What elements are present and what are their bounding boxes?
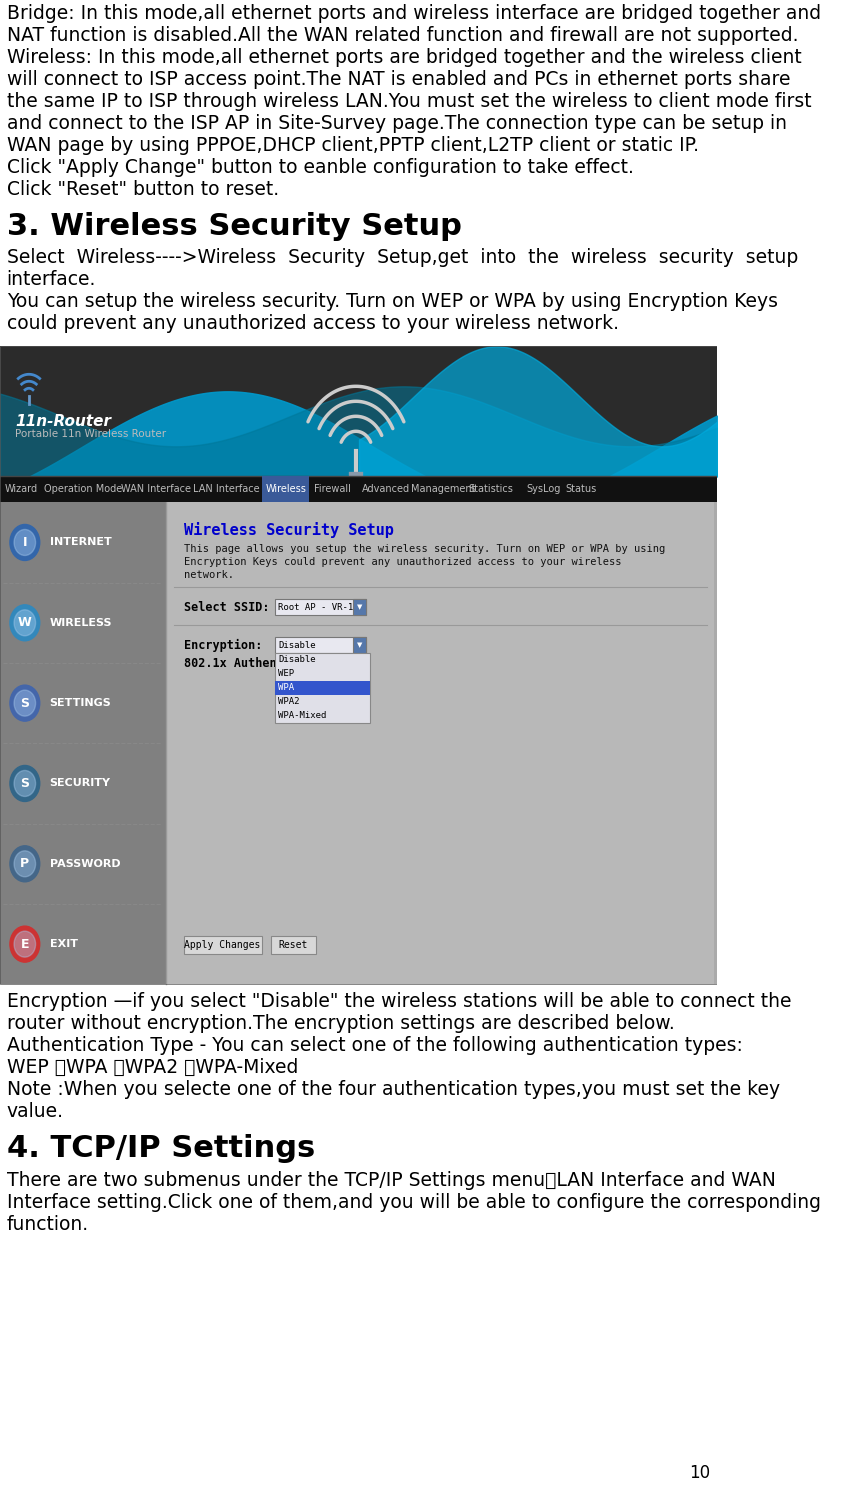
Text: WPA-Mixed: WPA-Mixed (278, 711, 326, 720)
Text: 10: 10 (689, 1465, 710, 1483)
Text: You can setup the wireless security. Turn on WEP or WPA by using Encryption Keys: You can setup the wireless security. Tur… (7, 292, 778, 311)
Text: could prevent any unauthorized access to your wireless network.: could prevent any unauthorized access to… (7, 314, 618, 334)
Text: function.: function. (7, 1214, 88, 1234)
Text: Firewall: Firewall (313, 484, 351, 495)
Text: Select  Wireless---->Wireless  Security  Setup,get  into  the  wireless  securit: Select Wireless---->Wireless Security Se… (7, 249, 798, 267)
Text: INTERNET: INTERNET (49, 538, 112, 547)
Circle shape (10, 685, 40, 721)
Text: WPA2: WPA2 (278, 697, 300, 706)
Text: Apply Changes: Apply Changes (184, 940, 261, 951)
Bar (352, 638, 365, 653)
Text: Disable: Disable (278, 656, 316, 665)
Bar (0, 346, 717, 477)
Bar (352, 599, 365, 615)
Bar (167, 502, 714, 985)
Text: WAN Interface: WAN Interface (121, 484, 191, 495)
Text: Encryption Keys could prevent any unauthorized access to your wireless: Encryption Keys could prevent any unauth… (184, 557, 621, 568)
Text: Click "Reset" button to reset.: Click "Reset" button to reset. (7, 180, 279, 200)
Circle shape (10, 846, 40, 882)
Text: 3. Wireless Security Setup: 3. Wireless Security Setup (7, 212, 462, 241)
Text: Disable: Disable (278, 641, 316, 650)
Text: the same IP to ISP through wireless LAN.You must set the wireless to client mode: the same IP to ISP through wireless LAN.… (7, 92, 811, 110)
Text: NAT function is disabled.All the WAN related function and firewall are not suppo: NAT function is disabled.All the WAN rel… (7, 25, 798, 45)
Text: value.: value. (7, 1103, 63, 1122)
Text: SysLog: SysLog (527, 484, 561, 495)
Bar (262, 477, 309, 502)
Text: SECURITY: SECURITY (49, 778, 111, 788)
Text: Portable 11n Wireless Router: Portable 11n Wireless Router (15, 429, 166, 440)
Text: Status: Status (565, 484, 597, 495)
Text: Statistics: Statistics (469, 484, 514, 495)
Text: WEP: WEP (278, 669, 294, 678)
Text: This page allows you setup the wireless security. Turn on WEP or WPA by using: This page allows you setup the wireless … (184, 544, 665, 554)
Text: There are two submenus under the TCP/IP Settings menu：LAN Interface and WAN: There are two submenus under the TCP/IP … (7, 1171, 775, 1189)
Text: Note :When you selecte one of the four authentication types,you must set the key: Note :When you selecte one of the four a… (7, 1080, 779, 1100)
Text: LAN Interface: LAN Interface (193, 484, 260, 495)
Text: interface.: interface. (7, 270, 96, 289)
Text: WIRELESS: WIRELESS (49, 618, 113, 627)
Circle shape (14, 529, 36, 556)
Bar (0, 477, 717, 502)
Text: WPA: WPA (278, 684, 294, 693)
Bar (184, 936, 262, 954)
Text: Encryption:: Encryption: (184, 639, 262, 653)
Text: P: P (20, 857, 29, 870)
Bar (275, 681, 370, 696)
Text: WAN page by using PPPOE,DHCP client,PPTP client,L2TP client or static IP.: WAN page by using PPPOE,DHCP client,PPTP… (7, 136, 699, 155)
Text: and connect to the ISP AP in Site-Survey page.The connection type can be setup i: and connect to the ISP AP in Site-Survey… (7, 115, 786, 133)
Text: Reset: Reset (278, 940, 307, 951)
Circle shape (14, 609, 36, 636)
Circle shape (14, 770, 36, 797)
Text: S: S (20, 776, 29, 790)
Text: Wireless: Wireless (266, 484, 307, 495)
Text: ▼: ▼ (357, 605, 362, 611)
Circle shape (14, 851, 36, 876)
Text: Advanced: Advanced (362, 484, 410, 495)
Text: Wireless Security Setup: Wireless Security Setup (184, 523, 394, 538)
Text: Click "Apply Change" button to eanble configuration to take effect.: Click "Apply Change" button to eanble co… (7, 158, 634, 177)
Text: Root AP - VR-1in: Root AP - VR-1in (278, 603, 364, 612)
Text: Select SSID:: Select SSID: (184, 602, 269, 614)
Text: S: S (20, 697, 29, 709)
Text: will connect to ISP access point.The NAT is enabled and PCs in ethernet ports sh: will connect to ISP access point.The NAT… (7, 70, 790, 89)
Text: EXIT: EXIT (49, 939, 78, 949)
Circle shape (10, 605, 40, 641)
Text: ▼: ▼ (357, 642, 362, 648)
Text: PASSWORD: PASSWORD (49, 858, 120, 869)
Text: I: I (23, 536, 27, 548)
Circle shape (10, 766, 40, 802)
Bar (0, 346, 717, 985)
Circle shape (14, 690, 36, 717)
Text: SETTINGS: SETTINGS (49, 699, 112, 708)
Text: network.: network. (184, 571, 234, 580)
Bar (271, 936, 316, 954)
Text: Interface setting.Click one of them,and you will be able to configure the corres: Interface setting.Click one of them,and … (7, 1192, 821, 1211)
Circle shape (10, 524, 40, 560)
Text: 11n-Router: 11n-Router (15, 414, 111, 429)
Text: Bridge: In this mode,all ethernet ports and wireless interface are bridged toget: Bridge: In this mode,all ethernet ports … (7, 4, 821, 22)
Bar (275, 599, 365, 615)
Text: W: W (18, 617, 32, 629)
Text: Encryption —if you select "Disable" the wireless stations will be able to connec: Encryption —if you select "Disable" the … (7, 992, 792, 1012)
Text: Operation Mode: Operation Mode (43, 484, 122, 495)
Bar (275, 638, 365, 653)
Circle shape (10, 927, 40, 963)
Text: WEP 、WPA 、WPA2 、WPA-Mixed: WEP 、WPA 、WPA2 、WPA-Mixed (7, 1058, 298, 1077)
Text: 4. TCP/IP Settings: 4. TCP/IP Settings (7, 1134, 315, 1164)
Text: E: E (21, 937, 29, 951)
Text: Wireless: In this mode,all ethernet ports are bridged together and the wireless : Wireless: In this mode,all ethernet port… (7, 48, 801, 67)
Text: Management: Management (410, 484, 475, 495)
Text: 802.1x Authentication:: 802.1x Authentication: (184, 657, 340, 670)
Bar (0, 502, 717, 985)
Text: Wizard: Wizard (5, 484, 38, 495)
Bar (0, 502, 165, 985)
Text: router without encryption.The encryption settings are described below.: router without encryption.The encryption… (7, 1015, 675, 1033)
Text: Authentication Type - You can select one of the following authentication types:: Authentication Type - You can select one… (7, 1037, 742, 1055)
Bar (275, 653, 370, 723)
Circle shape (14, 931, 36, 957)
